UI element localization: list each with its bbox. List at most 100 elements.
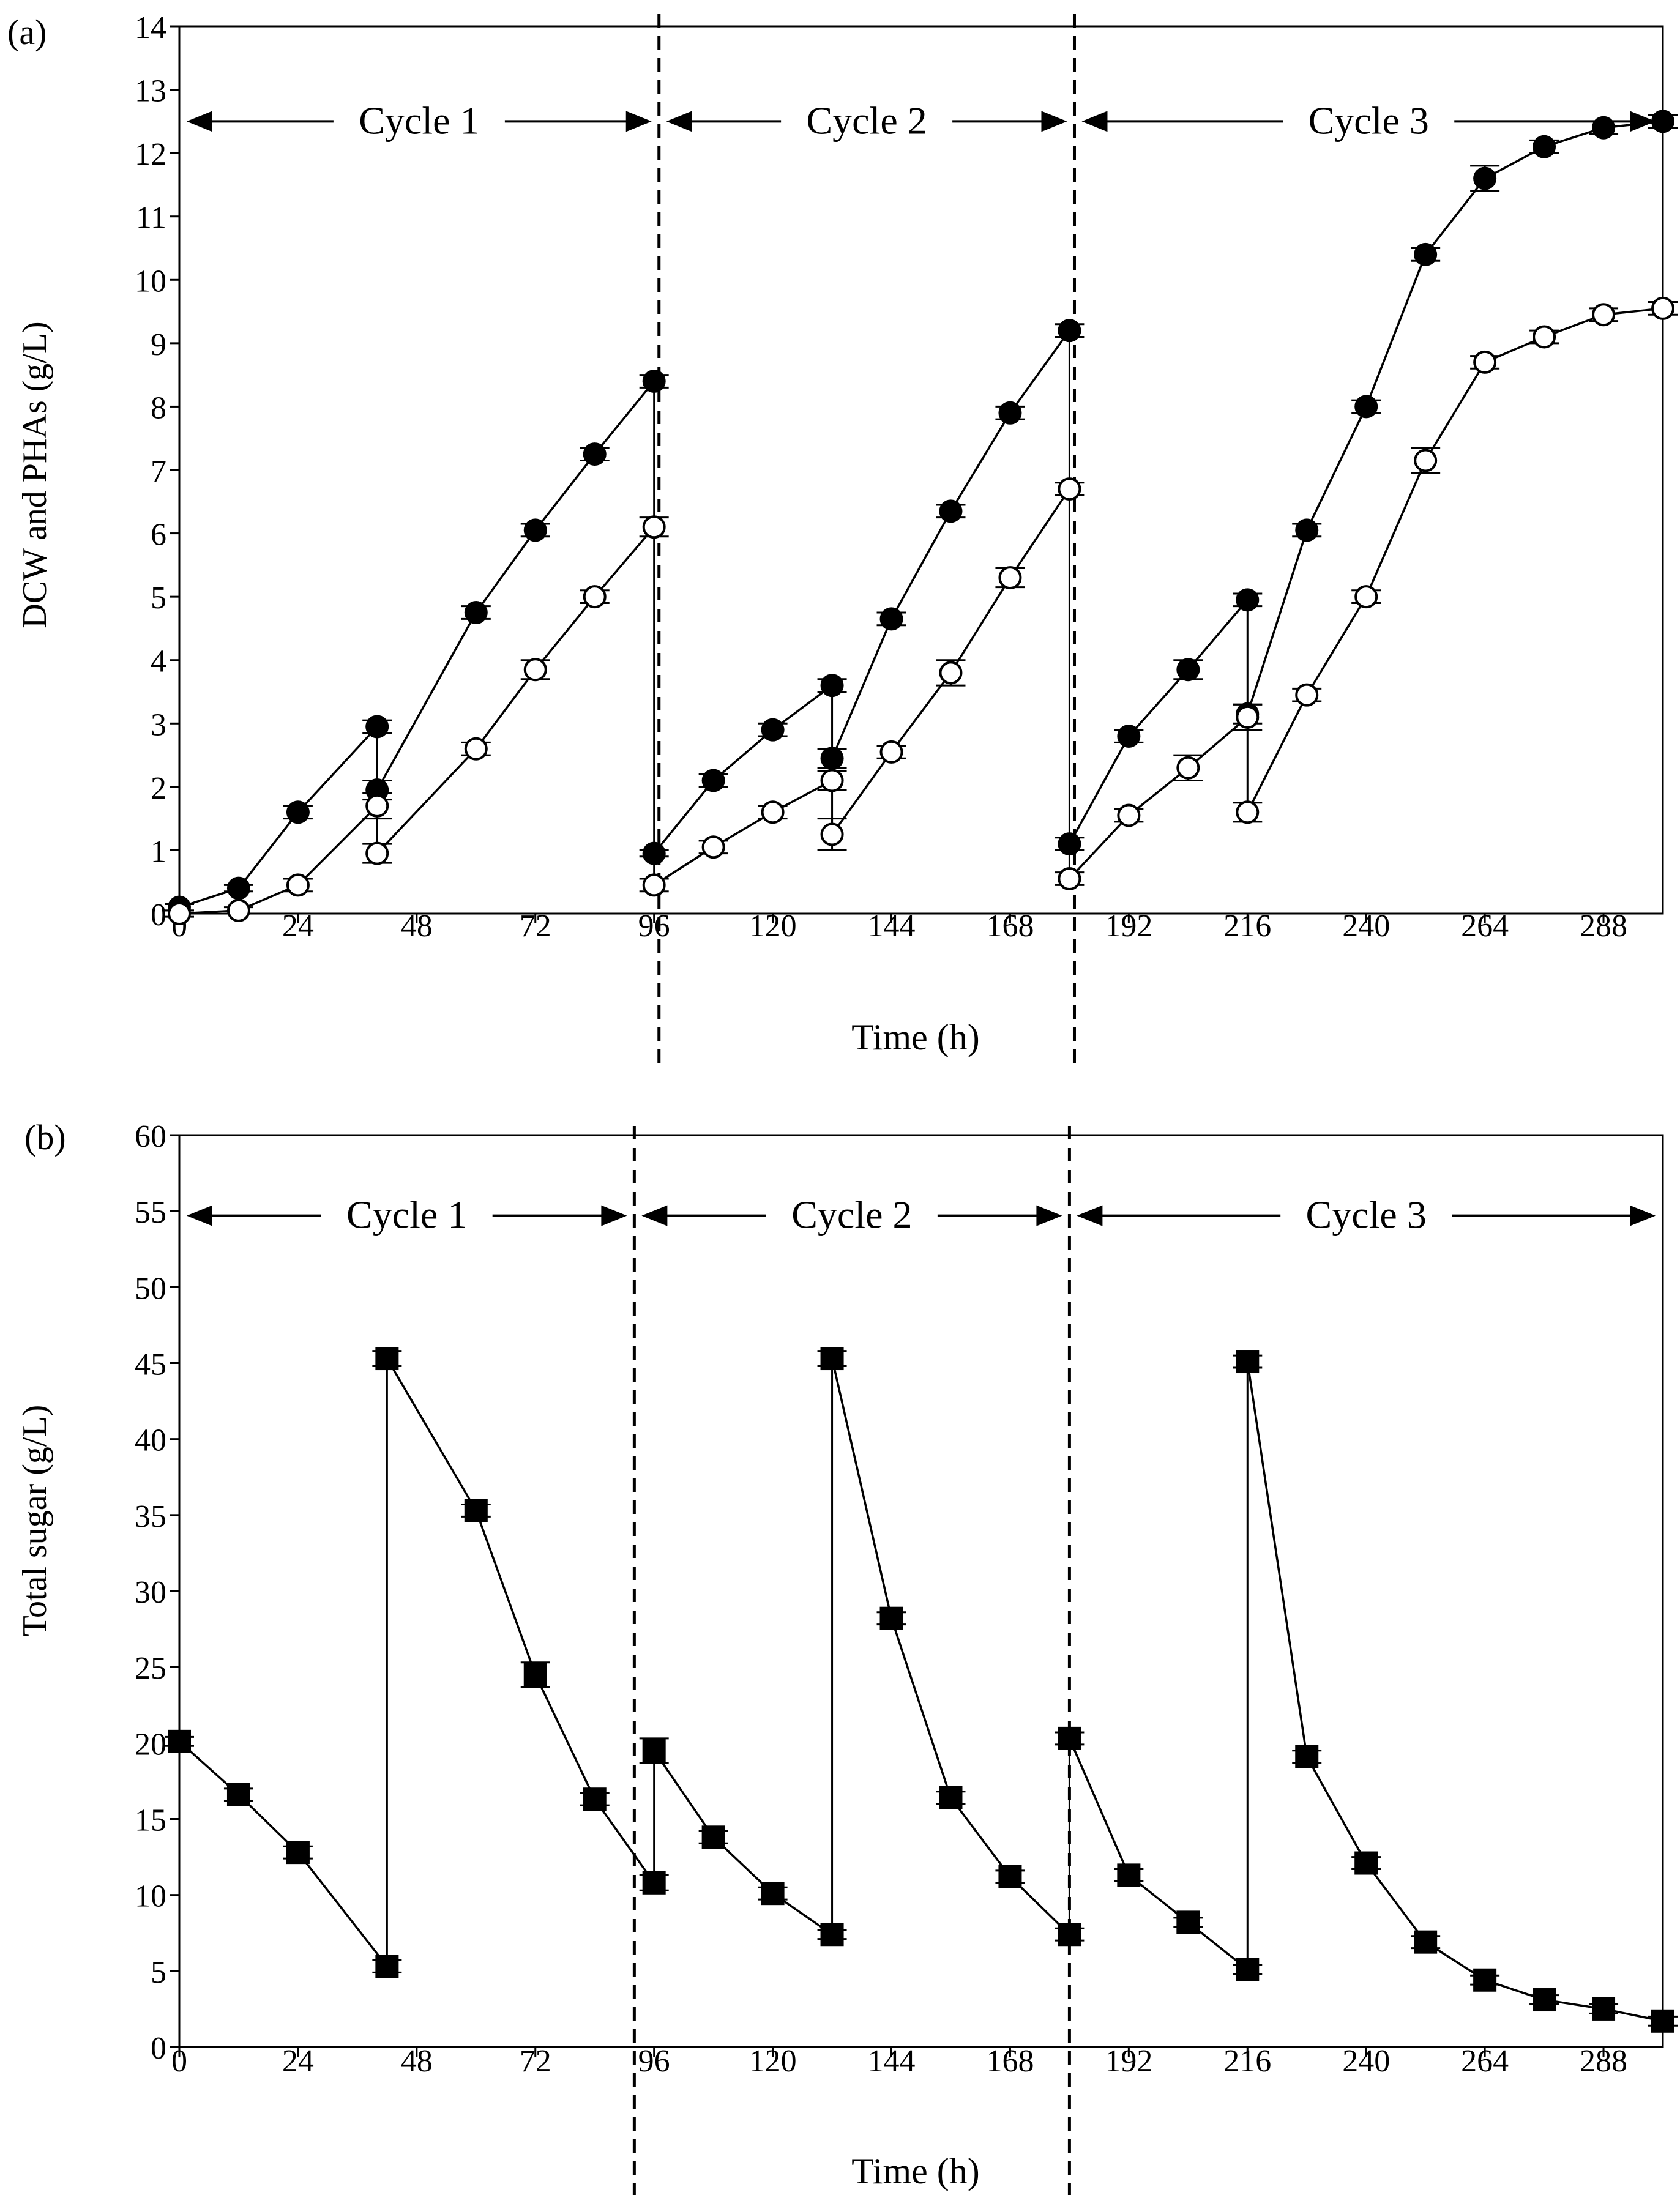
panel-b-total-sugar-point (375, 1347, 399, 1371)
panel-a-dcw-point (1117, 725, 1141, 748)
panel-b-total-sugar-point (998, 1865, 1022, 1888)
panel-a-dcw-point (701, 769, 725, 792)
panel-a-xlabel: Time (h) (851, 1017, 979, 1057)
panel-a-x-tick-label: 96 (638, 909, 670, 944)
panel-a-dcw-point (1651, 110, 1674, 133)
panel-b-total-sugar-point (1592, 1997, 1616, 2021)
panel-a-dcw-point (642, 370, 666, 393)
panel-a-cycle-arrow-head-left (187, 111, 212, 132)
panel-a-phas-point (1236, 800, 1260, 824)
panel-b-total-sugar-point (523, 1663, 547, 1686)
panel-a-y-tick-label: 0 (151, 898, 166, 933)
panel-b-total-sugar-point (1117, 1863, 1141, 1887)
panel-b-total-sugar-point (939, 1786, 963, 1809)
panel-b-cycle-label: Cycle 3 (1306, 1193, 1427, 1237)
panel-a-phas-point (1117, 803, 1141, 827)
panel-a-dcw-point (1354, 395, 1378, 419)
panel-b-total-sugar-point (1354, 1851, 1378, 1875)
panel-b-y-tick-label: 30 (135, 1575, 166, 1610)
panel-b-y-tick-label: 0 (151, 2031, 166, 2066)
panel-a-y-tick-label: 14 (135, 10, 166, 45)
panel-b-label: (b) (24, 1117, 66, 1157)
panel-a-dcw-point (820, 674, 844, 698)
panel-a-x-tick-label: 144 (868, 909, 916, 944)
panel-a-x-tick-label: 216 (1223, 909, 1271, 944)
panel-b-x-tick-label: 168 (986, 2044, 1034, 2079)
panel-a-x-tick-label: 72 (520, 909, 551, 944)
panel-b-total-sugar-point (1295, 1745, 1319, 1768)
panel-b-total-sugar-point (642, 1738, 666, 1762)
panel-a-dcw-point (1236, 588, 1260, 612)
panel-a-y-tick-label: 5 (151, 581, 166, 616)
panel-b-total-sugar-point (701, 1825, 725, 1849)
panel-b-total-sugar-point (761, 1882, 785, 1906)
panel-a-x-tick-label: 24 (282, 909, 314, 944)
panel-a-x-tick-label: 288 (1580, 909, 1627, 944)
panel-b-cycle-label: Cycle 1 (346, 1193, 467, 1237)
panel-a-phas-point (939, 661, 963, 685)
panel-a-phas-point (1176, 756, 1200, 780)
panel-a-phas-line (179, 805, 378, 915)
panel-a-cycle-arrow-head-right (1041, 111, 1067, 132)
panel-a-y-tick-label: 12 (135, 137, 166, 172)
panel-a-phas-point (286, 873, 310, 897)
panel-a-dcw-point (1295, 518, 1319, 542)
panel-a-phas-point (1058, 477, 1081, 501)
panel-a-phas-line (653, 779, 833, 886)
panel-b-total-sugar-line (653, 1750, 833, 1936)
panel-a-phas-point (1651, 296, 1674, 320)
panel-a-phas-point (1473, 350, 1497, 374)
panel-a-phas-point (1058, 867, 1081, 891)
panel-a-x-tick-label: 240 (1342, 909, 1390, 944)
panel-a-phas-point (365, 794, 389, 818)
panel-a-phas-point (761, 800, 785, 824)
panel-b-total-sugar-point (286, 1841, 310, 1865)
panel-a-y-tick-label: 13 (135, 74, 166, 109)
panel-a-dcw-point (761, 718, 785, 742)
panel-a-phas-point (1236, 705, 1260, 729)
panel-a-cycle-label: Cycle 2 (806, 99, 927, 142)
panel-a-dcw-point (998, 401, 1022, 425)
panel-a-x-tick-label: 168 (986, 909, 1034, 944)
panel-a-dcw-point (1414, 242, 1438, 266)
panel-b-cycle-arrow-head-left (187, 1205, 212, 1226)
panel-a-x-tick-label: 192 (1105, 909, 1152, 944)
panel-b-xlabel: Time (h) (851, 2151, 979, 2191)
panel-a-dcw-point (939, 499, 963, 523)
panel-a-phas-point (642, 515, 666, 539)
panel-a-cycle-arrow-head-right (1630, 111, 1656, 132)
panel-a-dcw-line (179, 726, 378, 909)
panel-a-phas-point (701, 835, 725, 859)
panel-a-dcw-point (286, 800, 310, 824)
panel-b-x-tick-label: 48 (401, 2044, 433, 2079)
panel-b-y-tick-label: 25 (135, 1651, 166, 1686)
panel-b-cycle-arrow-head-right (1630, 1205, 1656, 1226)
panel-b-x-tick-label: 0 (171, 2044, 187, 2079)
panel-b-x-tick-label: 264 (1461, 2044, 1509, 2079)
panel-a-dcw-line (1068, 599, 1249, 844)
panel-b-y-tick-label: 50 (135, 1271, 166, 1306)
panel-b-x-tick-label: 72 (520, 2044, 551, 2079)
panel-b-total-sugar-line (1068, 1738, 1249, 1970)
panel-b-x-tick-label: 192 (1105, 2044, 1152, 2079)
panel-a-phas-point (168, 902, 191, 925)
panel-b-y-tick-label: 5 (151, 1955, 166, 1990)
panel-a-y-tick-label: 8 (151, 390, 166, 425)
panel-b-total-sugar-point (820, 1347, 844, 1371)
panel-a-y-tick-label: 3 (151, 707, 166, 742)
panel-a-cycle-arrow-head-left (666, 111, 692, 132)
panel-a-x-tick-label: 264 (1461, 909, 1509, 944)
panel-b-total-sugar-line (178, 1740, 388, 1967)
panel-a-dcw-point (642, 841, 666, 865)
panel-a-cycle-label: Cycle 3 (1309, 99, 1429, 142)
panel-a-dcw-point (1176, 658, 1200, 682)
panel-a-phas-point (523, 658, 547, 682)
panel-b-cycle-label: Cycle 2 (791, 1193, 912, 1237)
panel-a-phas-point (1354, 585, 1378, 609)
panel-b-cycle-arrow-head-right (1036, 1205, 1062, 1226)
panel-b-cycle-arrow-head-right (601, 1205, 627, 1226)
panel-b-total-sugar-point (1058, 1923, 1081, 1947)
panel-b-x-tick-label: 120 (749, 2044, 797, 2079)
panel-b-x-tick-label: 288 (1580, 2044, 1627, 2079)
